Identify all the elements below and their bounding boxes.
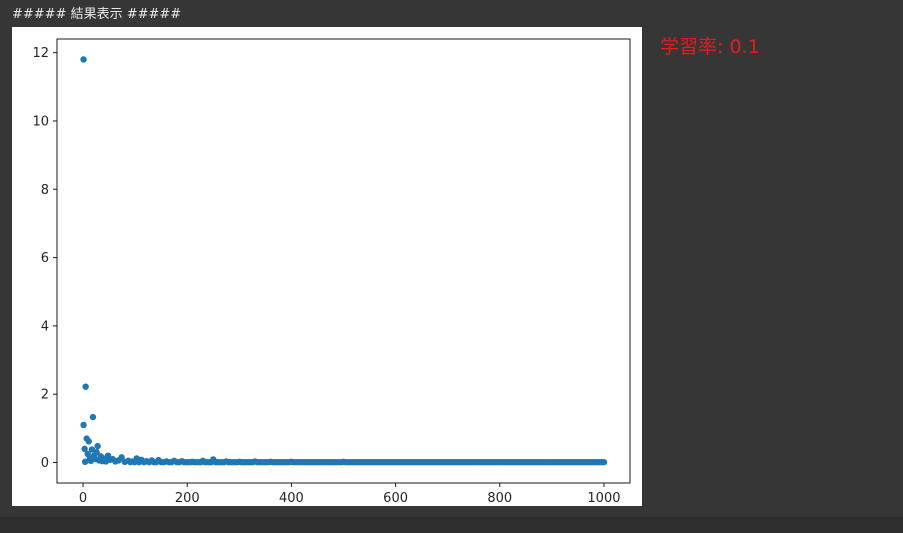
data-point (93, 449, 100, 456)
x-tick-label: 0 (79, 491, 87, 506)
data-point (168, 458, 175, 466)
data-point (153, 458, 160, 466)
data-point (80, 56, 87, 63)
output-header-text: ##### 結果表示 ##### (12, 7, 182, 22)
y-tick-label: 2 (41, 388, 49, 403)
data-point (88, 446, 96, 453)
y-tick-label: 12 (32, 46, 49, 61)
data-point (160, 458, 167, 466)
data-point (131, 458, 138, 466)
y-tick-label: 6 (41, 251, 49, 266)
data-point (89, 413, 97, 421)
scatter-plot: 0 2 4 6 8 10 12 0 200 400 600 800 1000 (32, 38, 631, 506)
y-axis-ticks: 0 2 4 6 8 10 12 (32, 46, 57, 471)
data-point (140, 458, 148, 466)
x-tick-label: 600 (383, 491, 408, 506)
data-point (80, 421, 87, 429)
data-point (146, 458, 153, 466)
x-axis-ticks: 0 200 400 600 800 1000 (79, 483, 621, 506)
learning-rate-label: 学習率: 0.1 (660, 36, 760, 58)
x-tick-label: 1000 (587, 491, 620, 506)
cell-output: ##### 結果表示 ##### 0 2 4 6 8 10 12 0 200 400 600 800… (12, 7, 760, 506)
data-point (85, 438, 92, 445)
data-points (80, 56, 608, 466)
y-tick-label: 4 (41, 319, 49, 334)
data-point (94, 442, 101, 450)
data-point (118, 454, 125, 461)
data-point (249, 458, 256, 466)
data-point (81, 445, 88, 453)
data-point (233, 458, 241, 466)
data-point (598, 458, 605, 466)
y-tick-label: 8 (41, 183, 49, 198)
x-tick-label: 200 (175, 491, 200, 506)
plot-area (56, 38, 631, 484)
y-tick-label: 10 (32, 114, 49, 129)
scatter-plot-figure: 0 2 4 6 8 10 12 0 200 400 600 800 1000 (12, 27, 642, 506)
x-tick-label: 400 (279, 491, 304, 506)
data-point (135, 458, 143, 466)
y-tick-label: 0 (41, 456, 49, 471)
data-point (176, 458, 183, 466)
x-tick-label: 800 (487, 491, 512, 506)
bottom-scrollbar-area (0, 517, 903, 533)
data-point (82, 383, 89, 390)
data-point (81, 458, 89, 466)
